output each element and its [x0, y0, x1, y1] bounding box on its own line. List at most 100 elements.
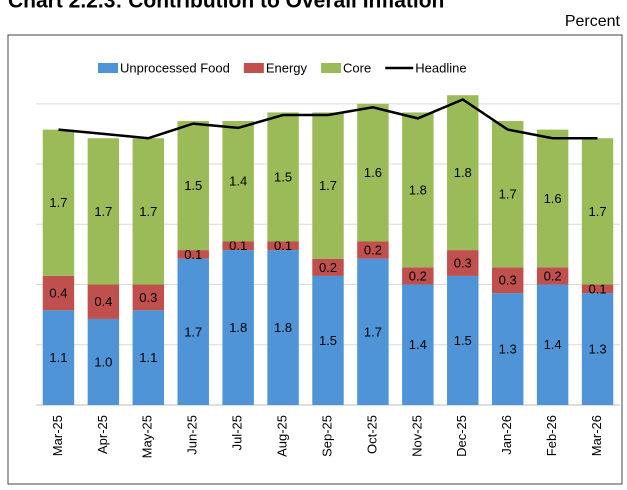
data-label: 1.8	[274, 320, 292, 335]
data-label: 0.3	[454, 255, 472, 270]
bar-segment	[42, 310, 75, 405]
bar-segment	[402, 284, 434, 405]
bar-segment	[177, 121, 209, 251]
data-label: 0.2	[319, 260, 337, 275]
bar-segment	[491, 121, 524, 268]
bar-segment	[177, 258, 209, 405]
bar-segment	[177, 250, 209, 259]
data-label: 1.6	[544, 191, 562, 206]
bar-segment	[536, 129, 569, 268]
data-label: 1.1	[139, 350, 157, 365]
x-tick-label: Mar-26	[589, 415, 604, 456]
bar-segment	[222, 241, 254, 251]
bar-segment	[267, 112, 299, 242]
data-label: 0.3	[139, 290, 157, 305]
data-label: 1.1	[49, 350, 67, 365]
data-label: 0.4	[49, 286, 67, 301]
data-label: 0.1	[588, 281, 606, 296]
data-label: 1.3	[499, 342, 517, 357]
bar-segment	[132, 138, 165, 285]
bar-segment	[42, 129, 75, 276]
legend-swatch	[243, 63, 264, 73]
data-label: 0.1	[184, 247, 202, 262]
bar-segment	[222, 121, 254, 242]
bar-segment	[312, 258, 344, 276]
unit-label: Percent	[565, 13, 621, 30]
data-label: 0.4	[94, 294, 112, 309]
legend-swatch	[321, 63, 342, 73]
legend-label: Core	[343, 60, 371, 75]
data-label: 0.3	[499, 273, 517, 288]
bar-segment	[357, 258, 389, 405]
bar-segment	[312, 112, 344, 259]
data-label: 1.5	[319, 333, 337, 348]
data-label: 1.0	[94, 354, 112, 369]
data-label: 0.1	[274, 238, 292, 253]
data-label: 0.2	[409, 268, 427, 283]
legend-swatch	[98, 63, 118, 73]
data-label: 1.7	[184, 324, 202, 339]
bar-segment	[581, 284, 614, 294]
x-tick-label: Sep-25	[319, 415, 334, 457]
bar-segment	[222, 250, 254, 405]
bar-segment	[87, 318, 120, 405]
bar-segment	[357, 103, 389, 242]
bar-segment	[402, 267, 434, 285]
bar-segment	[357, 241, 389, 259]
data-label: 1.6	[364, 165, 382, 180]
data-label: 0.2	[544, 268, 562, 283]
data-label: 0.2	[364, 243, 382, 258]
line-series	[58, 98, 598, 140]
x-tick-label: Feb-26	[544, 415, 559, 456]
data-label: 1.4	[229, 174, 247, 189]
bar-segment	[42, 275, 75, 311]
data-label: 1.8	[454, 165, 472, 180]
bar-segment	[402, 112, 434, 268]
bar-segment	[491, 293, 524, 405]
x-tick-label: Aug-25	[275, 415, 290, 457]
data-label: 1.7	[319, 178, 337, 193]
bar-segment	[581, 293, 614, 405]
bar-segment	[132, 284, 165, 311]
x-tick-label: Oct-25	[364, 415, 379, 454]
data-label: 0.1	[229, 238, 247, 253]
data-label: 1.5	[184, 178, 202, 193]
bar-segment	[87, 138, 120, 285]
x-tick-label: May-25	[140, 415, 155, 458]
x-tick-label: Dec-25	[454, 415, 469, 457]
chart-frame	[7, 34, 623, 485]
bar-segment	[267, 241, 299, 251]
x-tick-label: Nov-25	[409, 415, 424, 457]
data-label: 1.3	[588, 342, 606, 357]
data-label: 1.7	[94, 204, 112, 219]
legend-label: Unprocessed Food	[120, 60, 230, 75]
x-tick-label: Jun-25	[185, 415, 200, 455]
legend-label: Energy	[266, 60, 308, 75]
data-label: 1.7	[139, 204, 157, 219]
bar-segment	[491, 267, 524, 294]
chart-title: Chart 2.2.3: Contribution to Overall Inf…	[8, 0, 444, 13]
x-tick-label: Jan-26	[499, 415, 514, 455]
x-tick-label: Jul-25	[230, 415, 245, 450]
bar-segment	[581, 138, 614, 285]
bar-segment	[447, 95, 479, 251]
data-label: 1.7	[499, 187, 517, 202]
x-tick-label: Mar-25	[50, 415, 65, 456]
data-label: 1.7	[49, 195, 67, 210]
bar-segment	[87, 284, 120, 319]
data-label: 1.7	[588, 204, 606, 219]
data-label: 1.8	[229, 320, 247, 335]
x-tick-label: Apr-25	[95, 415, 110, 454]
bar-segment	[536, 267, 569, 285]
data-label: 1.5	[454, 333, 472, 348]
bar-segment	[536, 284, 569, 405]
legend-label: Headline	[415, 60, 466, 75]
data-label: 1.7	[364, 324, 382, 339]
data-label: 1.4	[409, 337, 427, 352]
data-label: 1.4	[544, 337, 562, 352]
data-label: 1.5	[274, 169, 292, 184]
bar-segment	[267, 250, 299, 405]
data-label: 1.8	[409, 182, 427, 197]
